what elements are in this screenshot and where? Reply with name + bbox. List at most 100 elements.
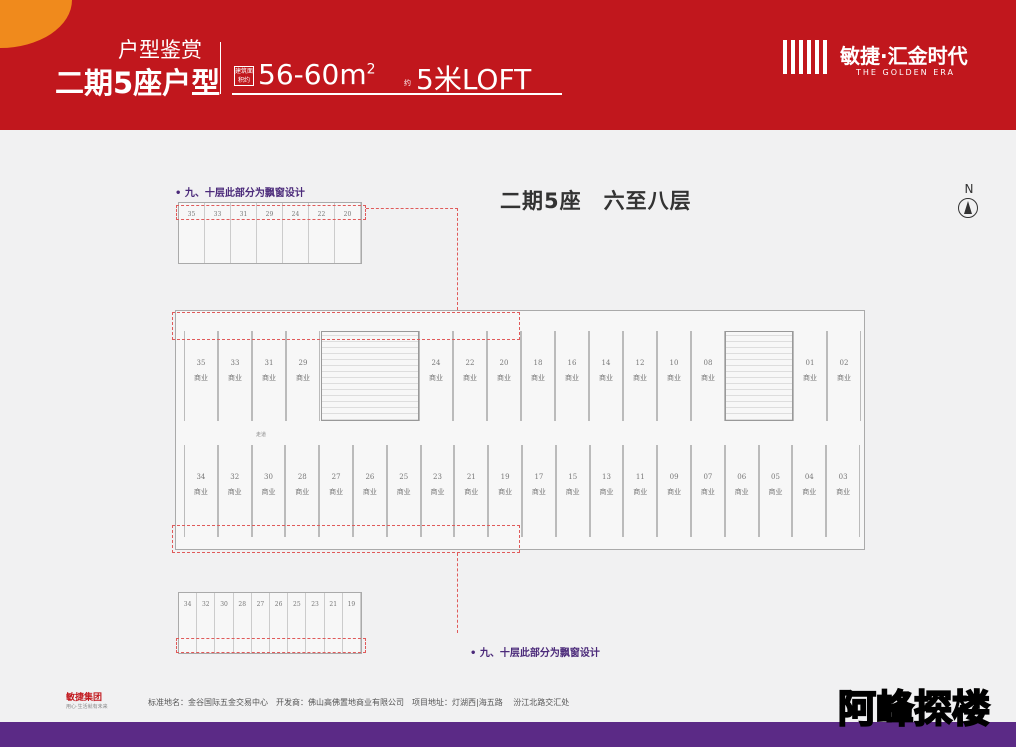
unit-type: 商业 <box>599 374 613 382</box>
mini-unit-28: 28 <box>234 593 252 653</box>
unit-type: 商业 <box>531 374 545 382</box>
unit-19: 19 商业 <box>488 445 522 537</box>
mini-unit-23: 23 <box>306 593 325 653</box>
unit-type: 商业 <box>463 374 477 382</box>
mini-unit-24: 24 <box>283 203 309 263</box>
unit-number: 27 <box>331 473 341 481</box>
unit-type: 商业 <box>194 374 208 382</box>
unit-33: 33 商业 <box>218 331 252 421</box>
unit-number: 03 <box>838 473 848 481</box>
unit-type: 商业 <box>296 374 310 382</box>
unit-type: 商业 <box>599 488 614 496</box>
area-sup: 2 <box>366 61 376 78</box>
unit-31: 31 商业 <box>252 331 286 421</box>
unit-type: 商业 <box>701 374 715 382</box>
unit-number: 23 <box>433 473 442 481</box>
north-arrow-icon: N <box>958 182 980 218</box>
brand-name: 敏捷·汇金时代 <box>840 44 968 68</box>
mini-unit-33: 33 <box>205 203 231 263</box>
unit-type: 商业 <box>667 374 681 382</box>
unit-number: 05 <box>771 473 780 481</box>
unit-type: 商业 <box>498 488 513 496</box>
unit-18: 18 商业 <box>521 331 555 421</box>
unit-16: 16 商业 <box>555 331 589 421</box>
unit-28: 28 商业 <box>285 445 320 537</box>
header-subtitle: 户型鉴赏 <box>118 38 202 62</box>
unit-25: 25 商业 <box>386 445 421 537</box>
unit-02: 02 商业 <box>827 331 861 421</box>
unit-13: 13 商业 <box>589 445 624 537</box>
stair-core <box>725 331 793 421</box>
north-label: N <box>964 182 974 196</box>
underline <box>232 93 562 95</box>
unit-type: 商业 <box>803 374 817 382</box>
unit-06: 06 商业 <box>724 445 759 537</box>
unit-type: 商业 <box>329 488 344 496</box>
unit-23: 23 商业 <box>420 445 455 537</box>
unit-type: 商业 <box>430 488 445 496</box>
group-logo: 敏捷集团 用心·生活就有未来 <box>66 690 108 710</box>
mini-unit-35: 35 <box>179 203 205 263</box>
unit-number: 14 <box>601 359 611 367</box>
unit-type: 商业 <box>464 488 479 496</box>
unit-type: 商业 <box>295 488 310 496</box>
unit-11: 11 商业 <box>623 445 658 537</box>
unit-number: 30 <box>264 473 273 481</box>
approx-label: 约 <box>404 79 411 87</box>
unit-10: 10 商业 <box>657 331 691 421</box>
unit-number: 34 <box>196 473 206 481</box>
unit-03: 03 商业 <box>826 445 860 537</box>
unit-type: 商业 <box>497 374 511 382</box>
unit-number: 25 <box>399 473 409 481</box>
note-bottom: • 九、十层此部分为飘窗设计 <box>470 648 600 659</box>
unit-20: 20 商业 <box>487 331 521 421</box>
mini-unit-31: 31 <box>231 203 257 263</box>
mini-unit-26: 26 <box>270 593 289 653</box>
unit-08: 08 商业 <box>691 331 725 421</box>
footer-bar <box>0 722 1016 747</box>
unit-number: 12 <box>635 359 645 367</box>
unit-number: 08 <box>703 359 713 367</box>
unit-number: 20 <box>499 359 509 367</box>
unit-number: 19 <box>500 473 510 481</box>
unit-type: 商业 <box>565 374 579 382</box>
unit-number: 21 <box>466 473 476 481</box>
unit-number: 07 <box>703 473 713 481</box>
unit-type: 商业 <box>836 488 851 496</box>
bay-window-highlight <box>176 638 366 653</box>
unit-26: 26 商业 <box>353 445 387 537</box>
unit-type: 商业 <box>802 488 817 496</box>
unit-04: 04 商业 <box>792 445 827 537</box>
bay-window-highlight-top <box>172 312 520 340</box>
unit-type: 商业 <box>362 488 377 496</box>
mini-unit-32: 32 <box>197 593 216 653</box>
unit-27: 27 商业 <box>319 445 353 537</box>
brand-name-en: THE GOLDEN ERA <box>856 68 955 77</box>
unit-number: 24 <box>431 359 441 367</box>
unit-number: 01 <box>805 359 815 367</box>
unit-29: 29 商业 <box>286 331 320 421</box>
mini-unit-19: 19 <box>343 593 362 653</box>
loft-label: 5米LOFT <box>416 63 532 96</box>
header-banner: 户型鉴赏 二期5座户型 建筑面积约 56-60m2 约 5米LOFT 敏捷·汇金… <box>0 0 1016 130</box>
unit-number: 22 <box>465 359 475 367</box>
unit-type: 商业 <box>633 374 647 382</box>
unit-32: 32 商业 <box>217 445 252 537</box>
unit-34: 34 商业 <box>184 445 218 537</box>
area-value: 56-60m2 <box>258 58 376 91</box>
unit-number: 29 <box>298 359 308 367</box>
unit-type: 商业 <box>262 374 276 382</box>
unit-type: 商业 <box>228 374 242 382</box>
orange-decoration <box>0 0 72 48</box>
area-text: 56-60m <box>258 58 367 91</box>
mini-unit-29: 29 <box>257 203 283 263</box>
leader-line <box>360 553 458 633</box>
footer-info: 标准地名：金谷国际五金交易中心 开发商：佛山高佛置地商业有限公司 项目地址：灯湖… <box>148 698 570 707</box>
stair-core <box>321 331 419 421</box>
unit-21: 21 商业 <box>454 445 489 537</box>
unit-number: 09 <box>669 473 679 481</box>
corridor: 走道 <box>256 432 267 438</box>
mini-unit-22: 22 <box>309 203 335 263</box>
unit-01: 01 商业 <box>793 331 827 421</box>
unit-number: 35 <box>196 359 206 367</box>
